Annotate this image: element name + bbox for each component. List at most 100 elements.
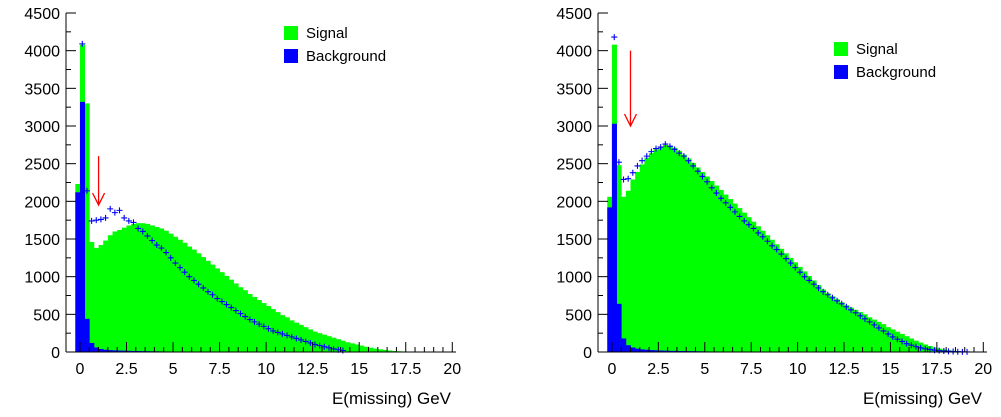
data-point (186, 273, 193, 280)
data-point (731, 208, 738, 215)
legend-swatch-signal (284, 26, 298, 40)
signal-bar (187, 246, 193, 352)
data-point (852, 309, 859, 316)
data-point (228, 304, 235, 311)
data-point (246, 316, 253, 323)
data-points (611, 34, 971, 355)
data-point (704, 178, 711, 185)
signal-bar (723, 194, 729, 352)
data-point (153, 242, 160, 249)
background-bar (653, 350, 659, 352)
background-bar (131, 350, 137, 352)
background-bar (616, 303, 622, 352)
background-bar (649, 350, 655, 352)
signal-bar (811, 280, 817, 352)
signal-bar (145, 223, 151, 352)
signal-bar (890, 329, 896, 352)
data-point (611, 34, 618, 41)
signal-bar (159, 228, 165, 352)
signal-bar (335, 339, 341, 352)
signal-bar (653, 149, 659, 352)
signal-bar (107, 235, 113, 352)
data-point (251, 318, 258, 325)
signal-bar (876, 321, 882, 352)
data-point (820, 288, 827, 295)
data-point (843, 303, 850, 310)
data-point (139, 228, 146, 235)
signal-bar (644, 157, 650, 352)
data-point (889, 333, 896, 340)
data-point (149, 237, 156, 244)
y-tick-label: 3500 (556, 81, 592, 98)
cut-arrow (623, 50, 638, 128)
data-point (736, 213, 743, 220)
background-bar (607, 207, 613, 352)
signal-bar (210, 264, 216, 352)
data-point (764, 238, 771, 245)
signal-bar (802, 271, 808, 352)
legend-label-background: Background (306, 48, 386, 65)
signal-bar (391, 350, 397, 352)
x-tick-label: 7.5 (208, 361, 230, 378)
signal-bar (760, 230, 766, 352)
background-bar (672, 350, 678, 352)
data-point (111, 209, 118, 216)
x-tick-label: 20 (974, 361, 992, 378)
data-point (158, 245, 165, 252)
data-point (834, 297, 841, 304)
data-point (894, 336, 901, 343)
x-tick-label: 12.5 (297, 361, 328, 378)
data-point (279, 330, 286, 337)
signal-bar (765, 235, 771, 352)
data-point (713, 190, 720, 197)
y-tick-label: 0 (583, 345, 592, 362)
signal-bar (820, 289, 826, 352)
data-point (209, 291, 216, 298)
signal-bar (238, 287, 244, 352)
legend-swatch-background (284, 49, 298, 63)
background-bar (621, 338, 627, 352)
signal-bar (704, 176, 710, 352)
legend: Signal Background (834, 41, 936, 81)
signal-bar (368, 347, 374, 352)
chart-panel-2: 0 500 1000 1500 2000 2500 3000 3500 4000 4500 0 2.5… (556, 6, 992, 408)
background-bar (89, 342, 95, 352)
data-point (769, 242, 776, 249)
cut-arrow (91, 156, 106, 207)
signal-bar (205, 260, 211, 352)
signal-bar (214, 268, 220, 352)
data-point (885, 330, 892, 337)
data-point (722, 199, 729, 206)
data-point (204, 288, 211, 295)
data-point (102, 214, 109, 221)
y-tick-label: 3000 (556, 119, 592, 136)
data-point (195, 281, 202, 288)
signal-bar (168, 233, 174, 352)
signal-bar (788, 257, 794, 352)
signal-bar (741, 212, 747, 352)
data-point (750, 225, 757, 232)
y-tick-label: 4500 (556, 6, 592, 23)
data-point (847, 306, 854, 313)
data-point (620, 176, 627, 183)
data-point (270, 327, 277, 334)
signal-bar (224, 275, 230, 352)
x-tick-label: 15 (882, 361, 900, 378)
data-point (671, 146, 678, 153)
data-point (908, 342, 915, 349)
data-point (653, 145, 660, 152)
data-point (718, 195, 725, 202)
signal-bar (126, 225, 132, 352)
background-bar (625, 345, 631, 352)
x-tick-label: 2.5 (115, 361, 137, 378)
background-bar (635, 348, 641, 352)
data-point (639, 157, 646, 164)
signal-bar (751, 221, 757, 352)
background-bar (103, 349, 109, 352)
background-bar (79, 101, 86, 352)
background-bar (121, 350, 127, 352)
data-point (783, 255, 790, 262)
data-point (79, 40, 86, 47)
data-point (880, 327, 887, 334)
data-point (912, 343, 919, 350)
